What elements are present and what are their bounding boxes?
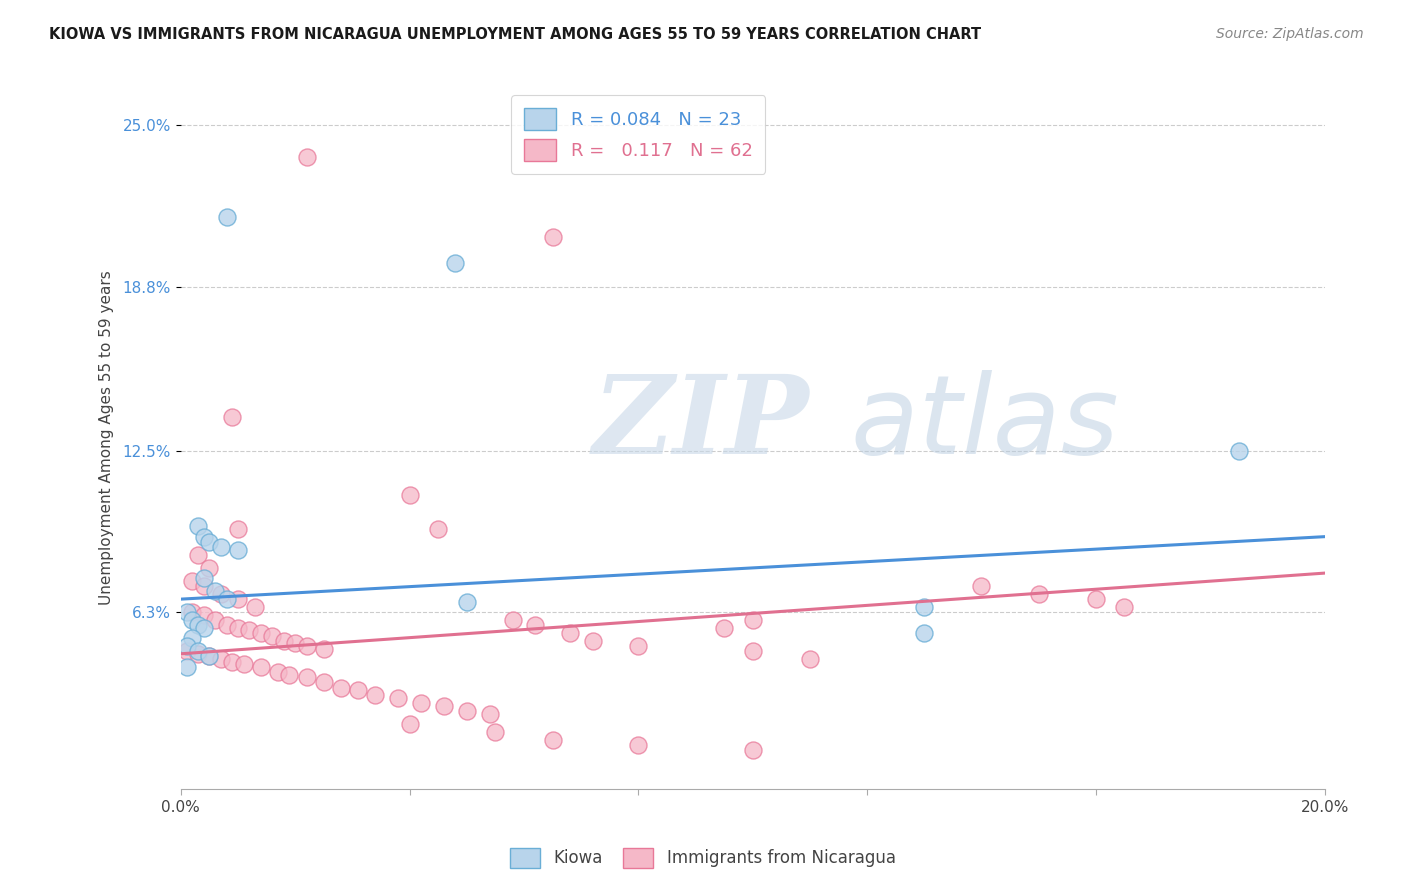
Point	[284, 636, 307, 650]
Point	[478, 706, 501, 721]
Point	[267, 665, 290, 679]
Point	[198, 649, 221, 664]
Point	[176, 639, 198, 653]
Point	[262, 629, 284, 643]
Point	[741, 743, 763, 757]
Point	[198, 534, 221, 549]
Point	[398, 488, 420, 502]
Point	[295, 670, 318, 684]
Text: Source: ZipAtlas.com: Source: ZipAtlas.com	[1216, 27, 1364, 41]
Text: atlas: atlas	[851, 370, 1119, 477]
Point	[456, 595, 478, 609]
Point	[484, 724, 506, 739]
Point	[221, 409, 243, 424]
Point	[627, 738, 650, 752]
Legend: Kiowa, Immigrants from Nicaragua: Kiowa, Immigrants from Nicaragua	[503, 841, 903, 875]
Point	[741, 644, 763, 658]
Point	[215, 618, 238, 632]
Point	[193, 571, 215, 585]
Point	[278, 667, 301, 681]
Point	[215, 592, 238, 607]
Point	[409, 696, 432, 710]
Point	[226, 522, 249, 536]
Point	[444, 256, 467, 270]
Point	[558, 626, 581, 640]
Point	[524, 618, 547, 632]
Point	[187, 644, 209, 658]
Point	[215, 210, 238, 224]
Point	[502, 613, 524, 627]
Point	[1114, 599, 1136, 614]
Point	[221, 655, 243, 669]
Text: KIOWA VS IMMIGRANTS FROM NICARAGUA UNEMPLOYMENT AMONG AGES 55 TO 59 YEARS CORREL: KIOWA VS IMMIGRANTS FROM NICARAGUA UNEMP…	[49, 27, 981, 42]
Point	[1227, 443, 1250, 458]
Point	[209, 540, 232, 554]
Point	[456, 704, 478, 718]
Point	[187, 548, 209, 562]
Point	[226, 621, 249, 635]
Point	[312, 641, 335, 656]
Point	[243, 599, 266, 614]
Point	[187, 647, 209, 661]
Point	[912, 626, 935, 640]
Point	[187, 519, 209, 533]
Point	[312, 675, 335, 690]
Point	[209, 587, 232, 601]
Point	[204, 584, 226, 599]
Point	[799, 652, 821, 666]
Point	[181, 574, 204, 588]
Point	[250, 660, 273, 674]
Point	[209, 652, 232, 666]
Point	[398, 717, 420, 731]
Point	[232, 657, 254, 672]
Point	[364, 689, 387, 703]
Point	[176, 605, 198, 619]
Point	[581, 633, 603, 648]
Point	[347, 683, 370, 698]
Point	[193, 579, 215, 593]
Point	[387, 691, 409, 706]
Point	[193, 607, 215, 622]
Point	[193, 530, 215, 544]
Point	[193, 621, 215, 635]
Point	[713, 621, 735, 635]
Point	[250, 626, 273, 640]
Point	[273, 633, 295, 648]
Point	[541, 732, 564, 747]
Point	[295, 639, 318, 653]
Point	[1028, 587, 1050, 601]
Point	[295, 150, 318, 164]
Point	[427, 522, 450, 536]
Point	[433, 698, 456, 713]
Point	[176, 644, 198, 658]
Point	[181, 631, 204, 645]
Point	[970, 579, 993, 593]
Point	[226, 592, 249, 607]
Y-axis label: Unemployment Among Ages 55 to 59 years: Unemployment Among Ages 55 to 59 years	[100, 270, 114, 605]
Text: ZIP: ZIP	[592, 370, 810, 477]
Point	[176, 660, 198, 674]
Point	[226, 542, 249, 557]
Point	[198, 561, 221, 575]
Legend: R = 0.084   N = 23, R =   0.117   N = 62: R = 0.084 N = 23, R = 0.117 N = 62	[512, 95, 765, 174]
Point	[627, 639, 650, 653]
Point	[187, 618, 209, 632]
Point	[181, 613, 204, 627]
Point	[741, 613, 763, 627]
Point	[329, 681, 352, 695]
Point	[198, 649, 221, 664]
Point	[204, 613, 226, 627]
Point	[181, 605, 204, 619]
Point	[912, 599, 935, 614]
Point	[541, 230, 564, 244]
Point	[238, 624, 260, 638]
Point	[1084, 592, 1107, 607]
